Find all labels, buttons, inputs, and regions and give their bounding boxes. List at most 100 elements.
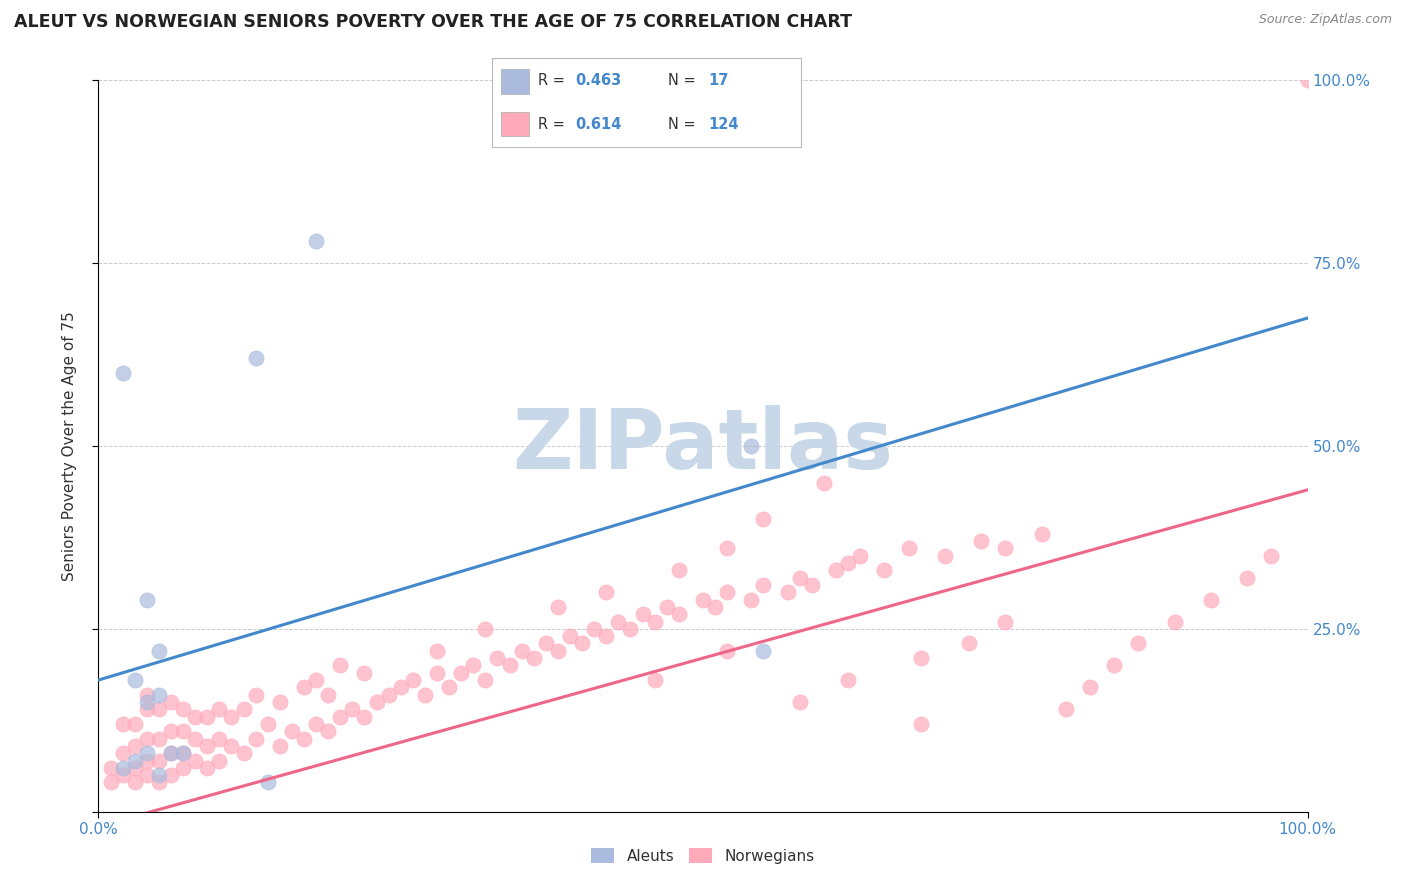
Point	[172, 761, 194, 775]
Point	[655, 599, 678, 614]
Point	[111, 746, 134, 760]
Point	[316, 724, 339, 739]
Point	[1054, 702, 1077, 716]
Point	[245, 351, 267, 366]
Point	[957, 636, 980, 650]
Point	[256, 775, 278, 789]
Point	[172, 702, 194, 716]
Y-axis label: Seniors Poverty Over the Age of 75: Seniors Poverty Over the Age of 75	[62, 311, 77, 581]
Point	[934, 549, 956, 563]
Point	[1128, 636, 1150, 650]
Point	[583, 622, 606, 636]
Point	[607, 615, 630, 629]
Point	[269, 739, 291, 753]
Text: 124: 124	[709, 117, 740, 132]
Point	[135, 746, 157, 760]
Point	[111, 717, 134, 731]
Point	[1199, 592, 1222, 607]
FancyBboxPatch shape	[502, 112, 529, 136]
Point	[135, 702, 157, 716]
Point	[124, 739, 146, 753]
Point	[534, 636, 557, 650]
Point	[704, 599, 727, 614]
Point	[281, 724, 304, 739]
Point	[498, 658, 520, 673]
Point	[716, 644, 738, 658]
Text: N =: N =	[668, 73, 696, 88]
Point	[208, 702, 231, 716]
Point	[184, 754, 207, 768]
Point	[547, 644, 569, 658]
Point	[305, 717, 328, 731]
Point	[329, 658, 352, 673]
Point	[135, 592, 157, 607]
Point	[910, 651, 932, 665]
Legend: Aleuts, Norwegians: Aleuts, Norwegians	[585, 842, 821, 870]
Point	[316, 688, 339, 702]
Point	[148, 644, 170, 658]
FancyBboxPatch shape	[502, 69, 529, 94]
Point	[789, 695, 811, 709]
Point	[100, 761, 122, 775]
Point	[184, 731, 207, 746]
Point	[813, 475, 835, 490]
Point	[135, 688, 157, 702]
Point	[474, 622, 496, 636]
Point	[195, 761, 218, 775]
Point	[776, 585, 799, 599]
Point	[160, 746, 183, 760]
Point	[111, 366, 134, 380]
Point	[716, 541, 738, 556]
Point	[172, 724, 194, 739]
Point	[837, 556, 859, 570]
Point	[413, 688, 436, 702]
Point	[366, 695, 388, 709]
Point	[160, 768, 183, 782]
Point	[292, 681, 315, 695]
Point	[523, 651, 546, 665]
Point	[232, 702, 254, 716]
Point	[172, 746, 194, 760]
Point	[148, 731, 170, 746]
Point	[740, 439, 762, 453]
Point	[148, 702, 170, 716]
Point	[305, 673, 328, 687]
Point	[377, 688, 399, 702]
Point	[208, 754, 231, 768]
Point	[160, 724, 183, 739]
Point	[329, 709, 352, 723]
Point	[245, 731, 267, 746]
Point	[994, 541, 1017, 556]
Point	[124, 717, 146, 731]
Point	[221, 739, 243, 753]
Point	[631, 607, 654, 622]
Point	[353, 709, 375, 723]
Point	[752, 578, 775, 592]
Point	[486, 651, 509, 665]
Point	[160, 695, 183, 709]
Point	[256, 717, 278, 731]
Text: R =: R =	[538, 117, 565, 132]
Point	[1296, 73, 1319, 87]
Point	[402, 673, 425, 687]
Point	[426, 644, 449, 658]
Text: ALEUT VS NORWEGIAN SENIORS POVERTY OVER THE AGE OF 75 CORRELATION CHART: ALEUT VS NORWEGIAN SENIORS POVERTY OVER …	[14, 13, 852, 31]
Point	[100, 775, 122, 789]
Point	[1163, 615, 1185, 629]
Point	[148, 754, 170, 768]
Point	[873, 563, 896, 577]
Point	[124, 673, 146, 687]
Point	[1031, 526, 1053, 541]
Point	[463, 658, 485, 673]
Point	[245, 688, 267, 702]
Point	[195, 709, 218, 723]
Point	[692, 592, 714, 607]
Point	[825, 563, 848, 577]
Point	[148, 775, 170, 789]
Point	[849, 549, 872, 563]
Point	[619, 622, 641, 636]
Point	[994, 615, 1017, 629]
Point	[232, 746, 254, 760]
Text: R =: R =	[538, 73, 565, 88]
Point	[897, 541, 920, 556]
